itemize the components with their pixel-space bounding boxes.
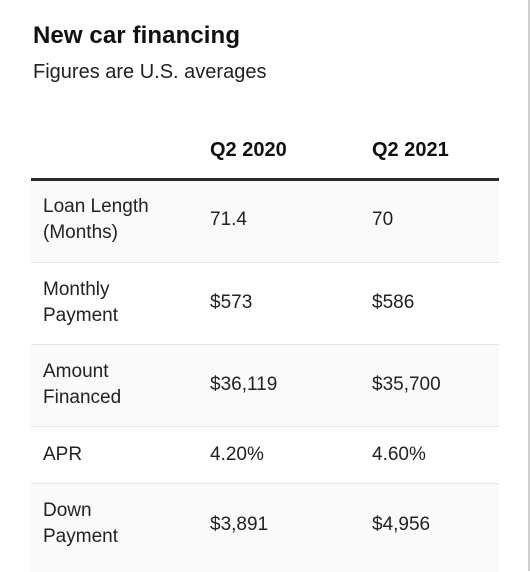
table-header: Q2 2020 Q2 2021: [31, 120, 499, 181]
table-row: APR 4.20% 4.60%: [31, 427, 499, 484]
table-row: Amount Financed $36,119 $35,700: [31, 345, 499, 427]
cell-q2-2021: $586: [372, 292, 415, 313]
cell-q2-2021: $4,956: [372, 514, 431, 535]
table-row: Down Payment $3,891 $4,956: [31, 484, 499, 572]
financing-table: Q2 2020 Q2 2021 Loan Length (Months) 71.…: [31, 120, 499, 572]
table-row: Monthly Payment $573 $586: [31, 263, 499, 345]
column-header-q2-2020: Q2 2020: [210, 139, 287, 161]
cell-q2-2021: $35,700: [372, 374, 441, 395]
cell-q2-2020: 4.20%: [210, 444, 264, 465]
row-label-loan-length: Loan Length (Months): [43, 196, 149, 243]
row-label-monthly-payment: Monthly Payment: [43, 279, 118, 326]
table-row: Loan Length (Months) 71.4 70: [31, 181, 499, 263]
row-label-down-payment: Down Payment: [43, 500, 118, 547]
cell-q2-2021: 4.60%: [372, 444, 426, 465]
page-subtitle: Figures are U.S. averages: [33, 61, 267, 83]
page-title: New car financing: [33, 22, 241, 49]
row-label-apr: APR: [43, 444, 83, 465]
cell-q2-2020: 71.4: [210, 209, 247, 230]
row-label-amount-financed: Amount Financed: [43, 361, 122, 408]
cell-q2-2021: 70: [372, 209, 394, 230]
cell-q2-2020: $36,119: [210, 374, 278, 395]
cell-q2-2020: $3,891: [210, 514, 269, 535]
column-header-q2-2021: Q2 2021: [372, 139, 449, 161]
cell-q2-2020: $573: [210, 292, 253, 313]
